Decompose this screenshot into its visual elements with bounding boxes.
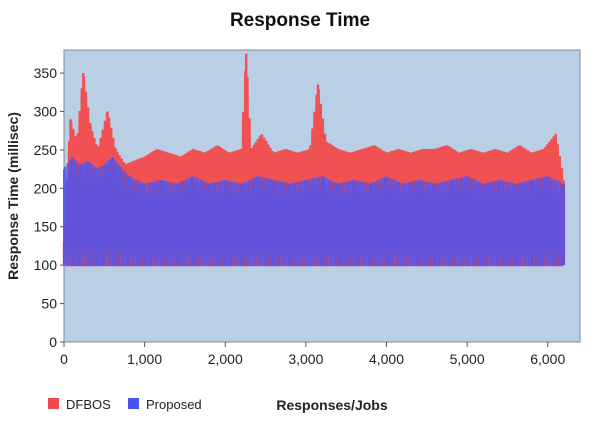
x-tick-label: 3,000 — [288, 351, 323, 367]
y-tick-label: 200 — [34, 180, 58, 196]
x-tick-label: 4,000 — [369, 351, 404, 367]
legend-label-dfbos: DFBOS — [66, 397, 111, 412]
legend-swatch-proposed — [128, 398, 139, 409]
y-tick-label: 50 — [41, 296, 57, 312]
y-axis: 0 50 100 150 200 250 300 350 — [34, 65, 64, 350]
y-tick-label: 150 — [34, 219, 58, 235]
y-tick-label: 350 — [34, 65, 58, 81]
legend-swatch-dfbos — [48, 398, 59, 409]
y-tick-label: 100 — [34, 257, 58, 273]
x-tick-label: 5,000 — [450, 351, 485, 367]
x-tick-label: 6,000 — [530, 351, 565, 367]
y-tick-label: 300 — [34, 103, 58, 119]
x-tick-label: 1,000 — [127, 351, 162, 367]
series-line-proposed — [63, 157, 565, 267]
legend-label-proposed: Proposed — [146, 397, 202, 412]
x-tick-label: 0 — [60, 351, 68, 367]
y-axis-label: Response Time (millisec) — [5, 112, 21, 280]
x-axis: 0 1,000 2,000 3,000 4,000 5,000 6,000 — [60, 342, 565, 367]
series-layer — [62, 53, 566, 267]
y-tick-label: 250 — [34, 142, 58, 158]
x-tick-label: 2,000 — [208, 351, 243, 367]
y-tick-label: 0 — [49, 334, 57, 350]
chart-title: Response Time — [230, 10, 370, 31]
x-axis-label: Responses/Jobs — [276, 397, 387, 413]
legend: DFBOS Proposed — [48, 397, 202, 412]
